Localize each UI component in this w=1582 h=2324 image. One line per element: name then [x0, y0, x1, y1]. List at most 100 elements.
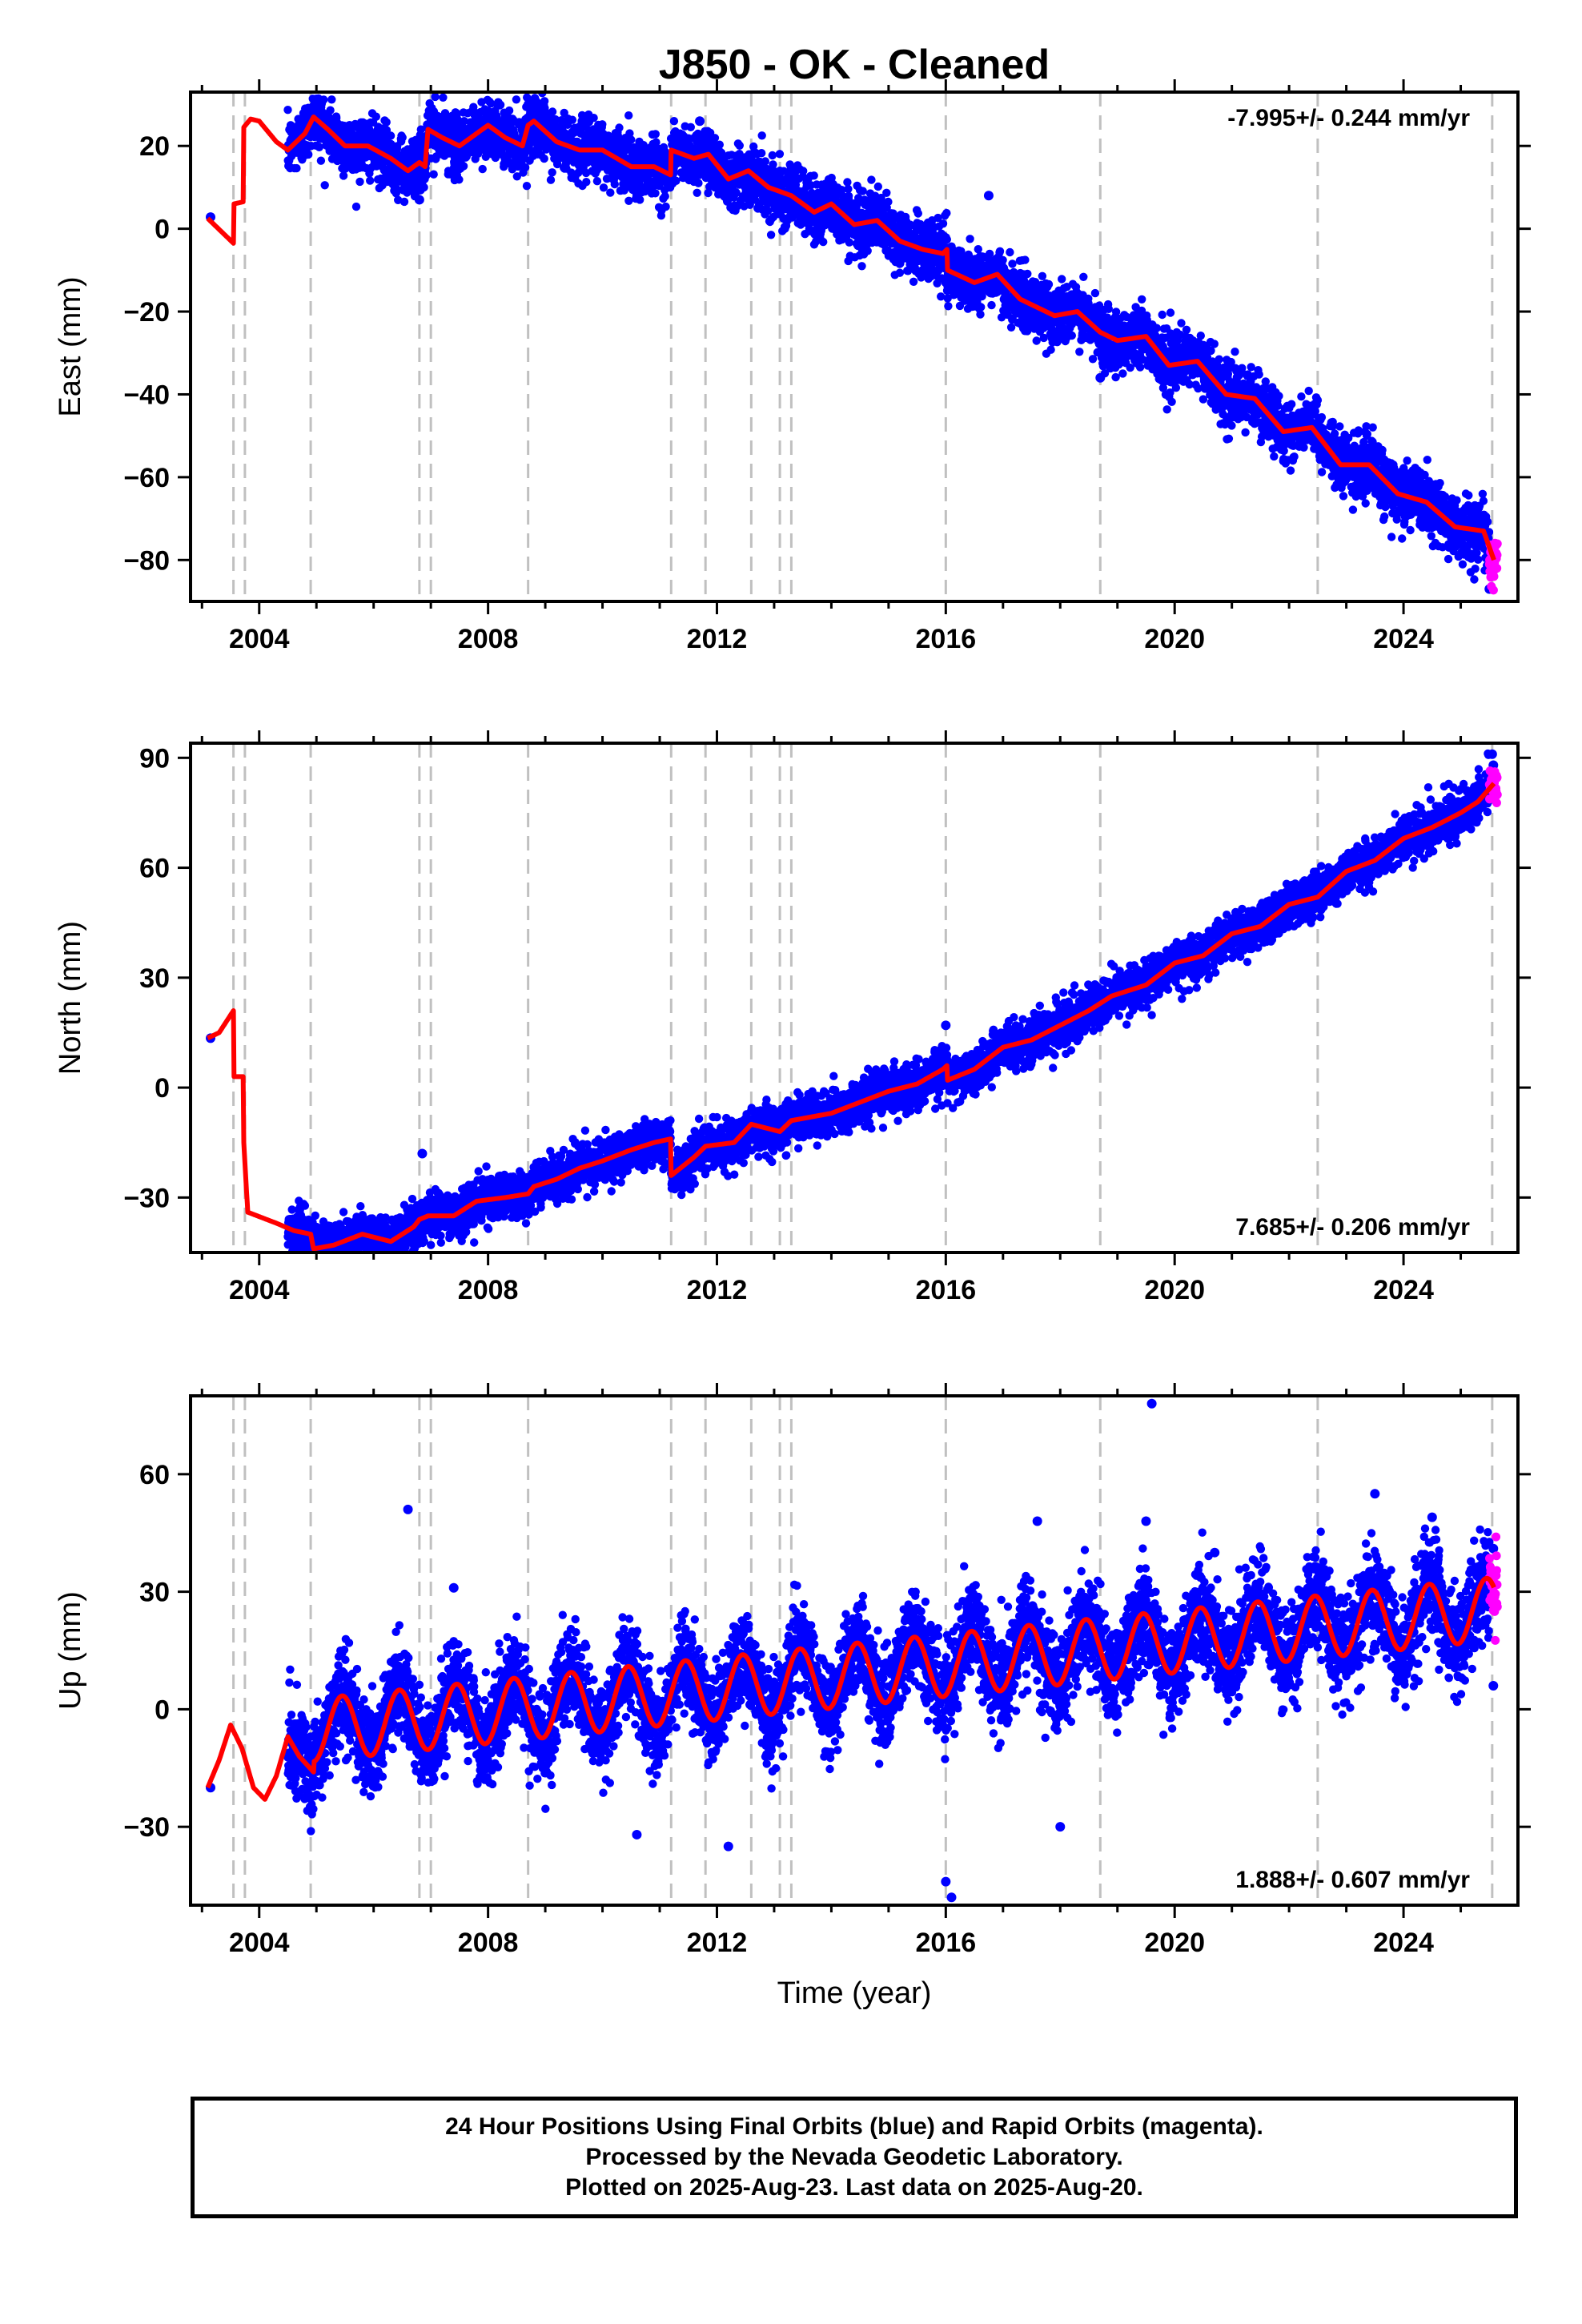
data-point: [661, 191, 669, 201]
data-point: [735, 141, 744, 150]
data-point: [942, 235, 952, 244]
data-point: [469, 103, 478, 111]
data-point: [627, 135, 636, 144]
data-point: [863, 247, 872, 255]
data-point: [873, 182, 883, 191]
data-point: [1111, 372, 1120, 382]
data-point: [769, 160, 777, 169]
data-point: [512, 172, 521, 181]
data-point: [1182, 325, 1191, 334]
data-point: [732, 188, 741, 198]
data-point: [460, 117, 468, 126]
data-point: [392, 184, 401, 193]
chart-title: J850 - OK - Cleaned: [659, 42, 1050, 88]
data-point: [704, 188, 713, 198]
data-point: [636, 195, 644, 204]
data-point: [606, 188, 615, 197]
data-point: [1231, 348, 1239, 356]
data-point: [1006, 323, 1016, 332]
data-point: [624, 111, 633, 120]
data-point: [504, 106, 514, 115]
data-point: [857, 262, 866, 271]
data-point: [763, 207, 773, 215]
data-point: [987, 300, 996, 310]
data-point: [938, 219, 948, 228]
data-point: [768, 151, 777, 160]
data-point: [382, 118, 391, 127]
data-point: [316, 156, 326, 165]
data-point: [371, 112, 380, 121]
data-point: [625, 129, 634, 138]
data-point: [528, 76, 536, 84]
data-point: [522, 182, 532, 191]
data-point: [524, 143, 533, 152]
data-point: [478, 164, 487, 174]
data-point: [319, 95, 328, 104]
data-point: [592, 177, 602, 186]
data-point: [651, 130, 660, 139]
data-point: [422, 171, 431, 179]
data-point: [1166, 308, 1175, 317]
data-point: [827, 173, 836, 183]
data-point: [327, 95, 336, 104]
data-point: [845, 238, 854, 247]
data-point: [351, 202, 361, 211]
data-point: [818, 237, 828, 247]
data-point: [548, 168, 556, 177]
data-point: [882, 188, 891, 197]
data-point: [1171, 384, 1181, 392]
data-point: [400, 197, 409, 207]
data-point: [429, 170, 438, 179]
data-point: [942, 208, 951, 218]
data-point: [1104, 304, 1114, 313]
data-point: [551, 116, 560, 125]
data-point: [512, 95, 521, 104]
data-point: [757, 131, 766, 140]
data-point: [398, 133, 407, 142]
data-point: [613, 131, 622, 140]
data-point: [976, 310, 985, 319]
data-point: [624, 196, 633, 205]
data-point: [599, 183, 608, 192]
data-point: [1167, 397, 1176, 406]
data-point: [1038, 271, 1047, 280]
data-point: [582, 178, 591, 187]
data-point: [651, 189, 660, 198]
data-point: [420, 183, 428, 192]
data-point: [459, 162, 468, 171]
data-point: [843, 178, 852, 187]
data-point: [844, 184, 853, 194]
data-point: [799, 167, 808, 175]
data-point: [1138, 295, 1146, 304]
data-point: [1177, 319, 1186, 328]
final-orbit-points: [206, 76, 1495, 594]
data-point: [1090, 288, 1100, 298]
plot-area: [206, 76, 1502, 601]
east-panel: 2004 2008 2012 2016 2020 2024−80−60−40−20020E…: [54, 76, 1531, 654]
data-point: [1196, 332, 1206, 340]
data-point: [366, 176, 375, 185]
data-point: [589, 114, 598, 123]
data-point: [652, 138, 661, 147]
data-point: [1227, 421, 1236, 430]
data-point: [1044, 279, 1054, 289]
data-point: [978, 292, 986, 301]
data-point: [598, 120, 607, 129]
data-point: [431, 92, 440, 102]
data-point: [520, 163, 530, 172]
data-point: [548, 107, 557, 116]
data-point: [568, 115, 577, 124]
data-point: [661, 202, 670, 211]
data-point: [693, 188, 701, 197]
data-point: [1215, 355, 1223, 364]
data-point: [1046, 345, 1055, 354]
data-point: [909, 277, 918, 286]
data-point: [844, 191, 853, 200]
data-point: [995, 247, 1005, 255]
data-point: [1162, 405, 1171, 414]
data-point: [766, 231, 776, 239]
data-point: [745, 200, 754, 209]
data-point: [315, 143, 323, 151]
data-point: [757, 149, 766, 158]
